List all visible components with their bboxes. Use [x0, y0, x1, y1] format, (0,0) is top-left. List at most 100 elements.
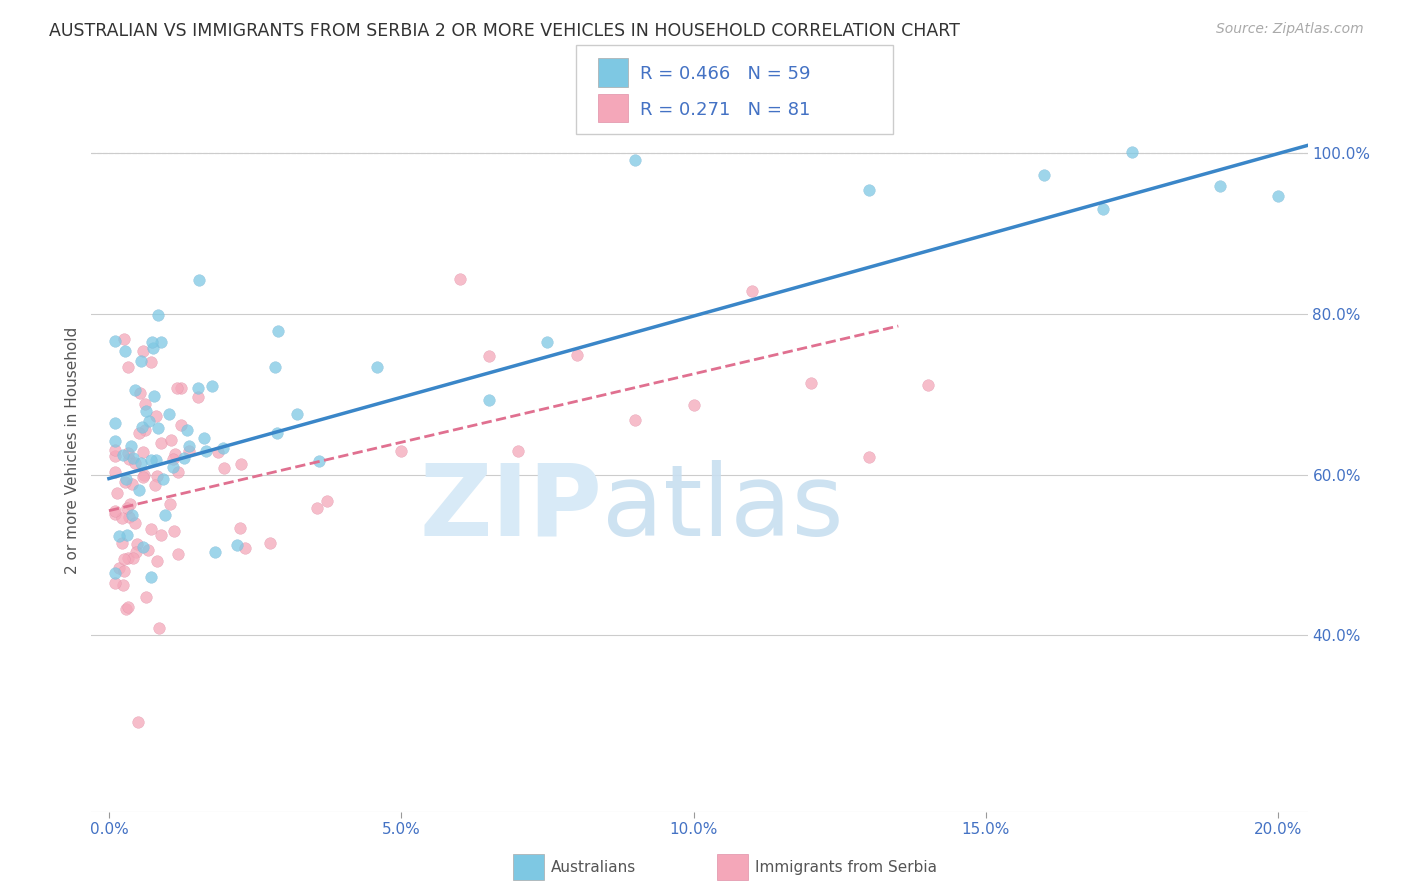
Point	[120, 496, 142, 510]
Point	[125, 545, 148, 559]
Point	[121, 477, 143, 491]
Point	[259, 536, 281, 550]
Point	[1121, 145, 1143, 159]
Point	[131, 540, 153, 554]
Point	[146, 469, 169, 483]
Point	[162, 460, 184, 475]
Point	[141, 570, 163, 584]
Point	[128, 483, 150, 498]
Point	[166, 547, 188, 561]
Point	[145, 453, 167, 467]
Point	[127, 715, 149, 730]
Point	[204, 545, 226, 559]
Text: ZIP: ZIP	[419, 459, 602, 557]
Point	[176, 423, 198, 437]
Point	[118, 451, 141, 466]
Point	[166, 381, 188, 395]
Point	[508, 443, 530, 458]
Point	[146, 308, 169, 322]
Point	[111, 536, 134, 550]
Point	[163, 447, 186, 461]
Point	[308, 454, 330, 468]
Point	[135, 590, 157, 604]
Point	[163, 524, 186, 538]
Point	[478, 349, 501, 363]
Point	[188, 273, 211, 287]
Point	[117, 360, 139, 375]
Point	[139, 354, 162, 368]
Point	[266, 425, 288, 440]
Point	[682, 398, 704, 412]
Point	[316, 493, 339, 508]
Point	[117, 501, 139, 516]
Point	[134, 423, 156, 437]
Point	[146, 421, 169, 435]
Point	[131, 354, 153, 368]
Point	[134, 397, 156, 411]
Point	[917, 377, 939, 392]
Point	[225, 538, 247, 552]
Point	[307, 500, 329, 515]
Point	[121, 508, 143, 523]
Point	[148, 621, 170, 635]
Point	[104, 334, 127, 348]
Point	[285, 407, 308, 421]
Point	[162, 452, 184, 467]
Y-axis label: 2 or more Vehicles in Household: 2 or more Vehicles in Household	[65, 326, 80, 574]
Point	[125, 537, 148, 551]
Point	[117, 550, 139, 565]
Point	[104, 507, 127, 521]
Point	[449, 272, 471, 286]
Point	[177, 439, 200, 453]
Point	[153, 508, 176, 522]
Point	[105, 486, 128, 500]
Point	[142, 341, 165, 355]
Point	[389, 444, 412, 458]
Point	[207, 445, 229, 459]
Text: atlas: atlas	[602, 459, 844, 557]
Point	[1033, 168, 1056, 182]
Point	[118, 510, 141, 524]
Point	[104, 434, 127, 448]
Point	[124, 383, 146, 397]
Point	[157, 407, 180, 421]
Point	[111, 449, 134, 463]
Point	[132, 343, 155, 358]
Point	[120, 438, 142, 452]
Point	[212, 442, 235, 456]
Point	[121, 451, 143, 466]
Point	[366, 359, 388, 374]
Point	[112, 564, 135, 578]
Point	[624, 413, 647, 427]
Point	[129, 386, 152, 401]
Point	[858, 184, 880, 198]
Point	[104, 449, 127, 463]
Point	[117, 446, 139, 460]
Point	[122, 551, 145, 566]
Point	[152, 472, 174, 486]
Point	[131, 420, 153, 434]
Point	[114, 344, 136, 359]
Point	[159, 497, 181, 511]
Point	[167, 466, 190, 480]
Point	[117, 528, 139, 542]
Point	[111, 577, 134, 591]
Point	[141, 453, 163, 467]
Text: R = 0.271   N = 81: R = 0.271 N = 81	[640, 101, 810, 119]
Point	[108, 529, 131, 543]
Point	[478, 393, 501, 408]
Point	[132, 469, 155, 483]
Point	[193, 431, 215, 445]
Point	[129, 456, 152, 470]
Point	[173, 451, 195, 466]
Point	[264, 359, 287, 374]
Point	[112, 332, 135, 346]
Point	[150, 436, 173, 450]
Point	[187, 381, 209, 395]
Point	[201, 378, 224, 392]
Point	[104, 443, 127, 458]
Point	[1091, 202, 1114, 216]
Point	[141, 335, 163, 350]
Point	[111, 511, 134, 525]
Text: Australians: Australians	[551, 861, 637, 875]
